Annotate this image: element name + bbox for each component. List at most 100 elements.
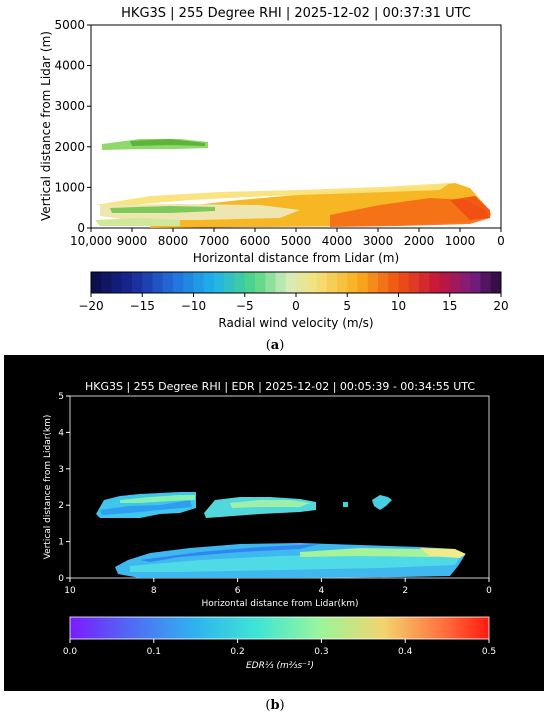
panel-a-cbar-tick: −15 (130, 299, 155, 313)
colorbar-a-segment (347, 272, 358, 293)
colorbar-a-segment (398, 272, 410, 293)
panel-b-xlabel: Horizontal distance from Lidar(km) (201, 599, 358, 609)
panel-b-ytick: 2 (58, 501, 64, 511)
wind-band-yellow-top (95, 183, 450, 206)
colorbar-a-segment (265, 272, 276, 293)
colorbar-a-segment (429, 272, 440, 293)
panel-a-colorbar-label: Radial wind velocity (m/s) (218, 316, 373, 330)
panel-a-xtick: 2000 (404, 234, 435, 248)
colorbar-a-segment (244, 272, 256, 293)
wind-band-green-streak (110, 206, 215, 213)
colorbar-a-segment (460, 272, 471, 293)
edr-small-cluster (372, 495, 392, 510)
colorbar-a-segment (367, 272, 379, 293)
wind-band-upper-green-dark (130, 139, 205, 146)
panel-a-cbar-tick: −5 (236, 299, 254, 313)
colorbar-a-segment (183, 272, 194, 293)
colorbar-a-segment (408, 272, 420, 293)
colorbar-a-segment (480, 272, 492, 293)
colorbar-a-segment (142, 272, 153, 293)
panel-b-title: HKG3S | 255 Degree RHI | EDR | 2025-12-0… (85, 380, 475, 393)
panel-a-xtick: 8000 (158, 234, 189, 248)
colorbar-a-segment (111, 272, 123, 293)
panel-a: HKG3S | 255 Degree RHI | 2025-12-02 | 00… (39, 6, 509, 330)
colorbar-a-segment (285, 272, 297, 293)
panel-b-colorbar-ticks: 0.0 0.1 0.2 0.3 0.4 0.5 (63, 639, 496, 657)
panel-b: HKG3S | 255 Degree RHI | EDR | 2025-12-0… (4, 355, 544, 691)
edr-lower-layer-yellow (420, 548, 466, 558)
panel-a-cbar-tick: 20 (493, 299, 508, 313)
colorbar-a-segment (275, 272, 287, 293)
panel-b-cbar-tick: 0.4 (398, 647, 413, 657)
panel-b-xtick: 0 (486, 586, 492, 596)
panel-b-xtick: 8 (151, 586, 157, 596)
panel-a-cbar-tick: −10 (181, 299, 206, 313)
panel-b-ytick: 5 (58, 392, 64, 402)
panel-a-x-axis: 10,000 9000 8000 7000 6000 5000 4000 300… (70, 228, 505, 248)
colorbar-a-segment (173, 272, 184, 293)
colorbar-a-segment (337, 272, 348, 293)
colorbar-a-segment (214, 272, 225, 293)
panel-a-xtick: 10,000 (70, 234, 112, 248)
colorbar-a-segment (255, 272, 266, 293)
colorbar-a-segment (490, 272, 502, 293)
edr-upper-cluster-mid-green (230, 500, 310, 508)
panel-b-ylabel: Vertical distance from Lidar(km) (43, 415, 53, 560)
panel-b-cbar-tick: 0.5 (482, 647, 496, 657)
panel-b-ytick: 3 (58, 465, 64, 475)
panel-b-xtick: 2 (402, 586, 408, 596)
wind-band-red-core (330, 198, 490, 227)
panel-a-xtick: 0 (497, 234, 505, 248)
panel-b-x-axis: 10 8 6 4 2 0 (64, 578, 492, 596)
panel-a-xtick: 7000 (199, 234, 230, 248)
caption-a-letter: a (270, 338, 280, 353)
panel-a-cbar-tick: 10 (391, 299, 406, 313)
panel-a-ytick: 3000 (54, 99, 85, 113)
colorbar-a-segment (326, 272, 338, 293)
caption-a: (a) (265, 338, 285, 353)
panel-a-title: HKG3S | 255 Degree RHI | 2025-12-02 | 00… (121, 6, 471, 21)
colorbar-a-segment (296, 272, 307, 293)
panel-a-xtick: 6000 (240, 234, 271, 248)
panel-a-xtick: 5000 (281, 234, 312, 248)
panel-a-cbar-tick: 15 (442, 299, 457, 313)
caption-b-letter: b (270, 698, 280, 713)
panel-a-cbar-tick: 5 (343, 299, 351, 313)
colorbar-a-segment (152, 272, 164, 293)
panel-a-cbar-tick: 0 (292, 299, 300, 313)
edr-lower-layer-cyan (130, 554, 460, 572)
panel-a-ylabel: Vertical distance from Lidar (m) (39, 31, 53, 221)
edr-speck (343, 502, 348, 507)
edr-upper-cluster-left-blue (100, 500, 192, 515)
colorbar-a-segment (91, 272, 102, 293)
colorbar-a-segment (306, 272, 317, 293)
colorbar-a-segment (388, 272, 399, 293)
panel-a-colorbar-ticks: −20 −15 −10 −5 0 5 10 15 20 (78, 293, 509, 313)
caption-b: (b) (265, 698, 285, 713)
panel-a-colorbar (91, 272, 502, 293)
panel-a-xtick: 4000 (322, 234, 353, 248)
panel-a-ytick: 1000 (54, 180, 85, 194)
panel-b-cbar-tick: 0.1 (147, 647, 161, 657)
colorbar-a-segment (203, 272, 215, 293)
panel-b-xtick: 6 (235, 586, 241, 596)
colorbar-a-segment (378, 272, 389, 293)
colorbar-a-segment (419, 272, 430, 293)
colorbar-a-segment (121, 272, 133, 293)
colorbar-a-segment (439, 272, 451, 293)
panel-a-ytick: 4000 (54, 59, 85, 73)
panel-a-y-axis: 0 1000 2000 3000 4000 5000 (54, 18, 91, 235)
colorbar-a-segment (101, 272, 112, 293)
colorbar-a-segment (132, 272, 143, 293)
colorbar-a-segment (449, 272, 461, 293)
panel-b-xtick: 10 (64, 586, 76, 596)
panel-a-xtick: 1000 (445, 234, 476, 248)
edr-lower-layer-blue (140, 544, 320, 562)
panel-b-cbar-tick: 0.2 (230, 647, 244, 657)
panel-a-ytick: 0 (77, 221, 85, 235)
panel-b-edr-field (96, 492, 466, 578)
colorbar-a-segment (234, 272, 246, 293)
colorbar-a-segment (357, 272, 369, 293)
colorbar-a-segment (224, 272, 235, 293)
